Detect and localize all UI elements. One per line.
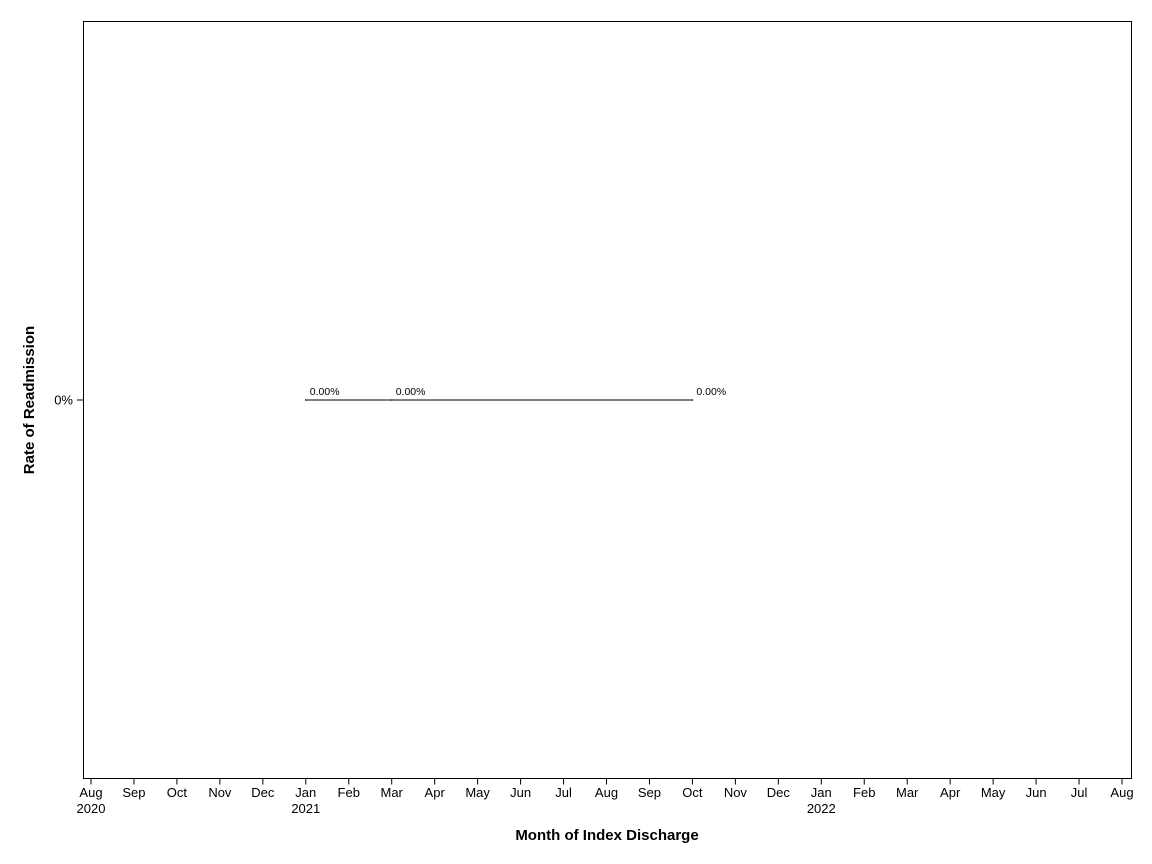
x-tick-label: Sep [638,785,661,800]
x-tick-year-label: 2022 [807,801,836,816]
data-point-label: 0.00% [310,386,340,398]
x-tick-label: Feb [853,785,875,800]
x-tick-label: Dec [251,785,275,800]
y-tick-label: 0% [54,393,73,408]
x-tick-label: Sep [122,785,145,800]
x-tick-label: Nov [208,785,232,800]
x-tick-label: Aug [1110,785,1133,800]
y-axis-title: Rate of Readmission [21,326,38,474]
x-tick-label: Apr [425,785,446,800]
x-tick-label: May [981,785,1006,800]
x-tick-label: Oct [682,785,703,800]
data-point-label: 0.00% [696,386,726,398]
x-tick-label: Apr [940,785,961,800]
x-tick-label: Jun [510,785,531,800]
x-tick-label: Oct [167,785,188,800]
y-axis: 0% [54,393,84,408]
x-tick-year-label: 2021 [291,801,320,816]
data-point [691,399,694,401]
x-tick-label: Feb [338,785,360,800]
x-tick-label: Jun [1026,785,1047,800]
series-layer: 0.00% 0.00% 0.00% [304,386,726,401]
x-axis-title: Month of Index Discharge [515,827,698,844]
x-tick-label: Aug [79,785,102,800]
x-tick-label: Aug [595,785,618,800]
data-point [390,399,393,401]
data-point [304,399,307,401]
x-tick-label: Jan [295,785,316,800]
x-tick-label: Jul [1071,785,1088,800]
x-tick-label: Mar [896,785,919,800]
x-tick-label: Jul [555,785,572,800]
x-tick-label: Mar [381,785,404,800]
x-tick-label: May [465,785,490,800]
x-tick-year-label: 2020 [77,801,106,816]
x-tick-label: Dec [767,785,791,800]
x-tick-label: Nov [724,785,748,800]
data-point-label: 0.00% [396,386,426,398]
x-tick-label: Jan [811,785,832,800]
